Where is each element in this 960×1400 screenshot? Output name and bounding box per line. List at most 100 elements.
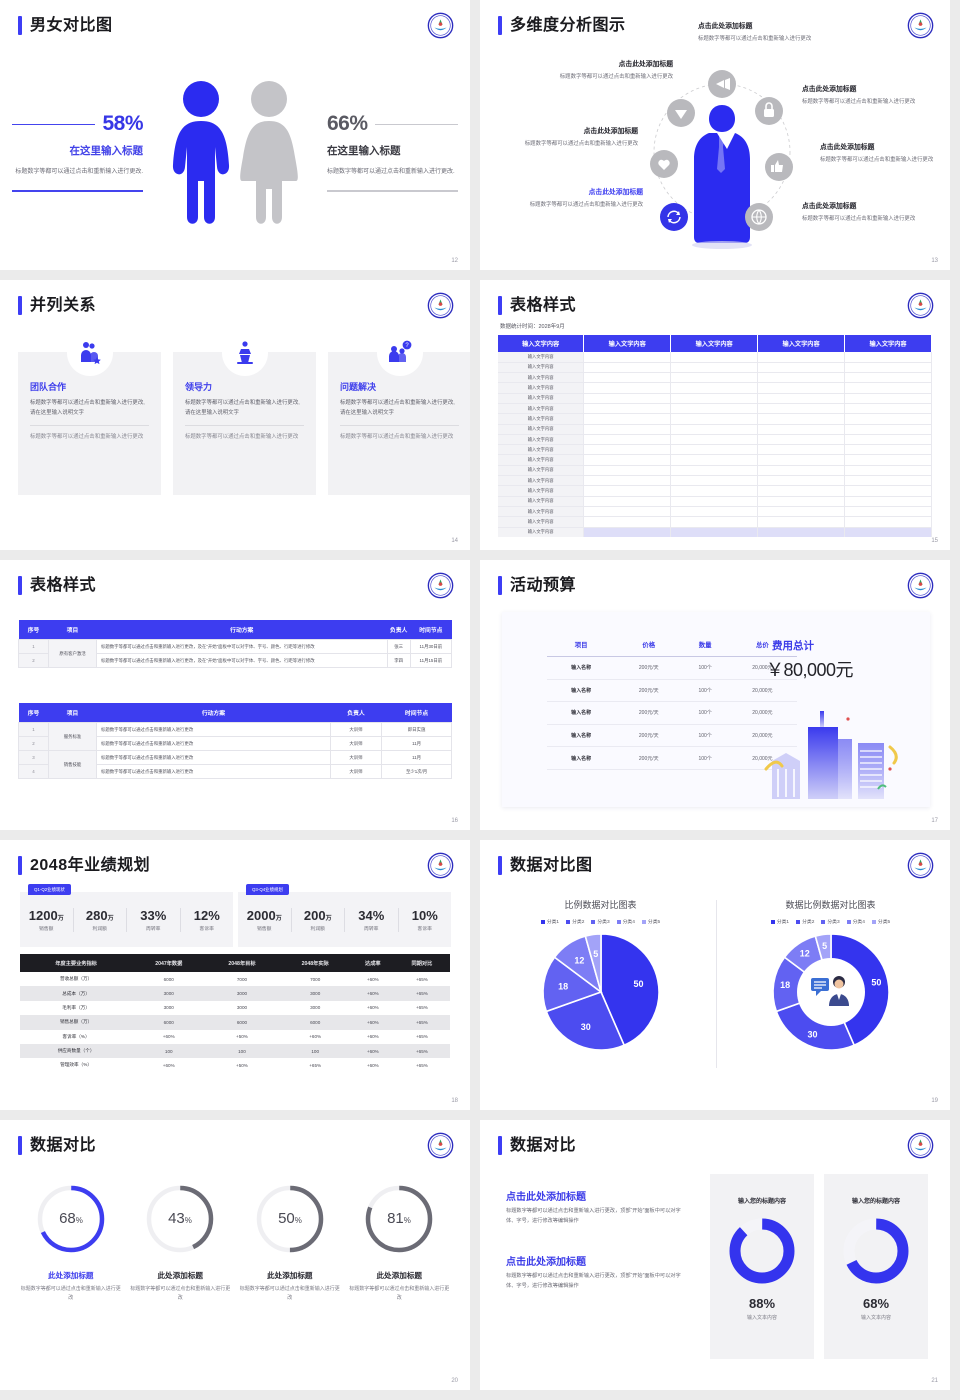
text-block-1: 点击此处添加标题 标题数字等都可以通过点击和重新输入进行更改，顶部“开始”面板中…: [506, 1188, 681, 1227]
cell-owner: 张三: [386, 638, 411, 655]
gauge-value: 81%: [387, 1210, 411, 1227]
cell-price: 200元/天: [615, 724, 683, 748]
cell: [583, 465, 672, 477]
gauge-caption: 此处添加标题: [157, 1271, 204, 1280]
budget-panel: 项目 价格 数量 总价 输入名称 200元/天 100个 20,000元 输入名称 200元/天…: [502, 612, 930, 807]
accent-bar-icon: [498, 1136, 502, 1155]
cell: [844, 465, 932, 477]
accent-bar-icon: [18, 296, 22, 315]
card-team[interactable]: 团队合作 标题数字等都可以通过点击和重新输入进行更改,请在这里输入说明文字 标题…: [18, 330, 161, 495]
table-row: 输入文字内容: [498, 424, 932, 435]
kpi-item: 12% 客诉率: [181, 908, 234, 932]
cell-project: 销售技能: [48, 750, 97, 780]
cell: +50%: [236, 1034, 248, 1040]
cell: 管理效率（%）: [60, 1062, 92, 1068]
cell: +65%: [393, 986, 450, 1001]
table-header-row: 年度主要业务指标 2047年数据 2048年目标 2048年实际 达成率 同期对比: [20, 954, 450, 972]
cell: +60%: [366, 1034, 379, 1040]
kpi-label: 利润额: [310, 926, 325, 932]
pie-value-label: 5: [593, 949, 598, 959]
question-people-icon: ?: [376, 330, 423, 376]
column-header: 输入文字内容: [844, 335, 932, 352]
male-percent: 58%: [102, 112, 143, 136]
column-header: 2048年目标: [205, 954, 279, 972]
slide-header: 数据对比: [498, 1136, 576, 1155]
cell: [670, 516, 759, 528]
legend-item: 分类2: [566, 918, 584, 925]
cell-name: 输入名称: [547, 724, 616, 748]
cell: [583, 413, 672, 425]
donut-card[interactable]: 输入您的标题内容 88% 输入文本内容: [710, 1174, 814, 1359]
dimension-ring-diagram: [635, 45, 810, 260]
cell: [670, 413, 759, 425]
school-seal-logo: [907, 852, 934, 879]
card-leadership[interactable]: 领导力 标题数字等都可以通过点击和重新输入进行更改,请在这里输入说明文字 标题数…: [173, 330, 316, 495]
column-header: 序号: [18, 620, 49, 640]
gauge-ring: 81%: [366, 1185, 433, 1253]
pie-value-label: 12: [799, 949, 809, 959]
cell: +65%: [415, 1005, 428, 1011]
donut-card[interactable]: 输入您的标题内容 68% 输入文本内容: [824, 1174, 928, 1359]
slide-header: 表格样式: [498, 296, 576, 315]
cell-time: 11月: [381, 750, 452, 766]
kpi-badge: Q3-Q4业绩规划: [246, 884, 289, 895]
cell: [583, 516, 672, 528]
cell-plan: 标题数字等都可以通过点击和重新输入进行更改，及在“开始”面板中可以对字体、字号、…: [96, 653, 388, 669]
gauge-ring: 50%: [256, 1185, 323, 1253]
cell: [757, 527, 846, 538]
cell: [844, 475, 932, 487]
block-heading: 点击此处添加标题: [506, 1192, 586, 1203]
table-row: 销售总额（万） 6000 6000 6000 +60% +65%: [20, 1015, 450, 1030]
donut-ring: [729, 1218, 795, 1284]
gauge-desc: 标题数字等都可以通过点击和重新输入进行更改: [20, 1286, 121, 1302]
pie-chart-block: 比例数据对比图表 分类1 分类2 分类3 分类4 分类5 50 30 18 12 5: [494, 898, 707, 1065]
performance-table: 年度主要业务指标 2047年数据 2048年目标 2048年实际 达成率 同期对比 营收总…: [20, 954, 450, 1073]
cell: 输入文字内容: [498, 424, 585, 435]
cell: [844, 527, 932, 538]
card-problem-solving[interactable]: ? 问题解决 标题数字等都可以通过点击和重新输入进行更改,请在这里输入说明文字 …: [328, 330, 470, 495]
cell: 100: [278, 1043, 352, 1059]
block-title: 点击此处添加标题: [698, 23, 753, 30]
table-row: 输入文字内容: [498, 362, 932, 374]
table-row: 输入名称 200元/天 100个 20,000元: [547, 679, 797, 703]
cell-qty: 100个: [682, 679, 728, 703]
cell-price: 200元/天: [615, 746, 683, 770]
table-row: 2 标题数字等都可以通过点击和重新输入进行更改 大训师 11月: [18, 736, 452, 752]
slide-table-style-actions: 表格样式 16 序号 项目 行动方案 负责人 时间节点 1 原有客户激活 标题数字等都可以通…: [0, 560, 470, 830]
cell: [844, 413, 932, 425]
cell: [757, 352, 846, 363]
cell: [670, 454, 759, 466]
table-row: 输入名称 200元/天 100个 20,000元: [547, 701, 797, 725]
card-footer: 标题数字等都可以通过点击和重新输入进行更改: [185, 434, 299, 440]
kpi-item: 1200万 销售额: [20, 907, 74, 932]
cell-plan: 标题数字等都可以通过点击和重新输入进行更改: [96, 750, 331, 766]
table-row: 输入文字内容: [498, 465, 932, 477]
gauge-value: 68%: [59, 1210, 83, 1227]
action-table-b: 序号 项目 行动方案 负责人 时间节点 1 服务标准 标题数字等都可以通过点击和重新输入进行…: [18, 703, 452, 780]
cell: 营收总额（万）: [59, 976, 93, 982]
cell: +60%: [366, 1062, 379, 1068]
table-row: 输入文字内容: [498, 496, 932, 507]
cell: [757, 362, 846, 374]
pie-value-label: 18: [558, 981, 568, 991]
cell-owner: 大训师: [329, 764, 383, 780]
gauge-desc: 标题数字等都可以通过点击和重新输入进行更改: [130, 1286, 231, 1302]
block-desc: 标题数字等都可以通过点击和重新输入进行更改: [802, 99, 916, 106]
table-row: 输入文字内容: [498, 382, 932, 394]
column-header: 输入文字内容: [757, 335, 846, 352]
column-header: 项目: [48, 620, 97, 640]
column-header: 同期对比: [393, 954, 450, 972]
page-number: 21: [931, 1378, 938, 1384]
cell: +60%: [162, 1062, 175, 1068]
pie-slice: [599, 933, 660, 1047]
divider: [185, 425, 304, 426]
cell: 毛利率（万）: [62, 1004, 90, 1010]
column-header: 输入文字内容: [583, 335, 672, 352]
legend-item: 分类5: [641, 918, 660, 925]
cell: [583, 352, 672, 363]
cell: [583, 527, 672, 538]
cell-index: 2: [18, 736, 49, 752]
male-subtitle: 在这里输入标题: [69, 145, 144, 158]
cell-total: 20,000元: [727, 724, 797, 748]
